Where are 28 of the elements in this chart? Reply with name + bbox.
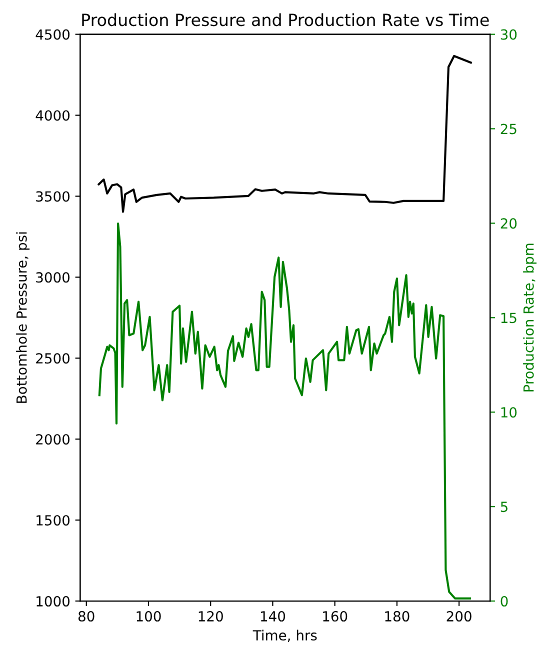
y-axis-title: Bottomhole Pressure, psi xyxy=(16,232,30,403)
y-tick-label: 4500 xyxy=(36,29,70,40)
y-tick-label: 3500 xyxy=(36,191,70,202)
y-tick-label: 2500 xyxy=(36,353,70,364)
line-series xyxy=(98,222,471,600)
x-tick-label: 120 xyxy=(198,611,223,622)
x-tick-label: 80 xyxy=(78,611,94,622)
y2-tick-label: 20 xyxy=(500,218,517,229)
y2-tick-label: 5 xyxy=(500,502,508,512)
x-tick-label: 100 xyxy=(136,611,161,622)
x-axis-title: Time, hrs xyxy=(252,630,317,642)
x-tick-label: 140 xyxy=(260,611,286,622)
line-series xyxy=(98,54,472,213)
x-tick-label: 200 xyxy=(446,611,472,622)
y-tick-label: 1000 xyxy=(36,596,70,607)
x-tick-label: 180 xyxy=(385,611,410,622)
y2-tick-label: 0 xyxy=(500,596,508,607)
y2-tick-label: 15 xyxy=(501,312,516,324)
x-tick-label: 160 xyxy=(323,611,348,622)
y2-axis-title: Production Rate, bpm xyxy=(523,244,537,392)
y2-tick-label: 10 xyxy=(501,407,517,418)
y-tick-label: 1500 xyxy=(36,515,70,526)
y-tick-label: 4000 xyxy=(36,110,70,121)
chart-title: Production Pressure and Production Rate vs Time xyxy=(82,13,489,26)
y-tick-label: 2000 xyxy=(36,434,70,445)
y2-tick-label: 25 xyxy=(500,124,516,134)
y-tick-label: 3000 xyxy=(36,272,70,283)
y2-tick-label: 30 xyxy=(500,29,517,40)
